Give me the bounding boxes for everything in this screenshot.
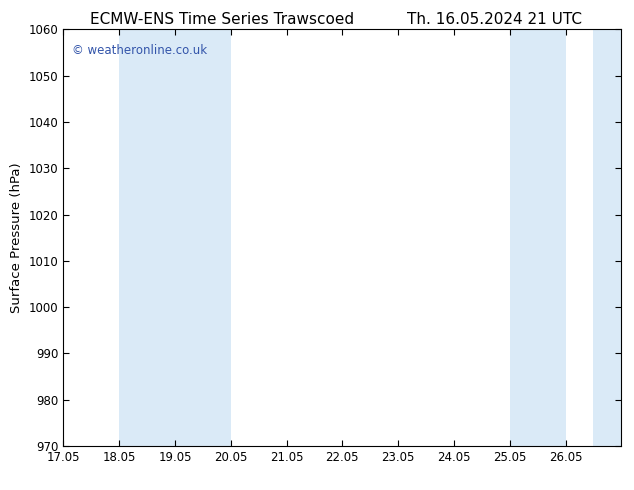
Y-axis label: Surface Pressure (hPa): Surface Pressure (hPa) <box>10 162 23 313</box>
Bar <box>510 29 566 446</box>
Text: ECMW-ENS Time Series Trawscoed: ECMW-ENS Time Series Trawscoed <box>90 12 354 27</box>
Bar <box>119 29 231 446</box>
Bar <box>593 29 624 446</box>
Text: Th. 16.05.2024 21 UTC: Th. 16.05.2024 21 UTC <box>407 12 582 27</box>
Text: © weatheronline.co.uk: © weatheronline.co.uk <box>72 44 207 57</box>
